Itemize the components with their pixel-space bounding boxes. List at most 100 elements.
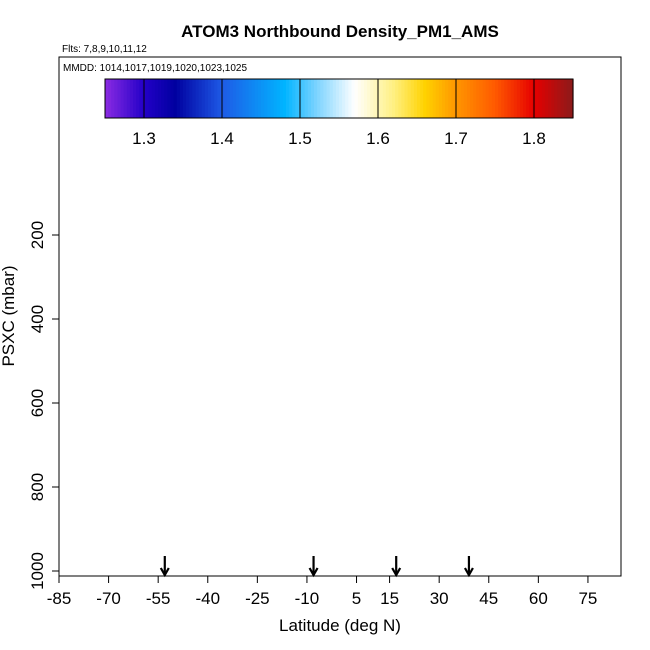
sample-point (469, 509, 474, 514)
sample-point (113, 534, 118, 539)
x-tick-label: -85 (47, 589, 72, 608)
sample-point (495, 478, 500, 483)
sample-point (230, 276, 235, 281)
colorbar-segment (529, 79, 534, 118)
sample-point (205, 293, 210, 298)
sample-point (371, 272, 376, 277)
colorbar-segment (398, 79, 402, 118)
sample-point (101, 351, 106, 356)
sample-point (207, 422, 212, 427)
sample-point (400, 239, 405, 244)
colorbar-segment (485, 79, 490, 118)
colorbar-frame (104, 78, 574, 119)
sample-point (228, 537, 233, 542)
sample-point (424, 250, 429, 255)
x-tick-label: 60 (529, 589, 548, 608)
colorbar-tick-label: 1.7 (444, 129, 468, 148)
sample-point (497, 509, 502, 514)
sample-point (549, 441, 554, 446)
sample-point (300, 304, 305, 309)
sample-point (293, 342, 298, 347)
colorbar-segment (217, 79, 222, 118)
sample-point (472, 277, 477, 282)
colorbar-segment (348, 79, 353, 118)
sample-point (373, 507, 378, 512)
sample-point (573, 449, 578, 454)
sample-point (387, 500, 392, 505)
sample-point (341, 478, 346, 483)
sample-point (300, 289, 305, 294)
sample-point (269, 399, 274, 404)
sample-point (402, 389, 407, 394)
sample-point (144, 286, 149, 291)
sample-point (104, 457, 109, 462)
colorbar-segment (360, 79, 365, 118)
arrow-marker (391, 556, 402, 578)
sample-point (229, 550, 234, 555)
sample-point (598, 276, 603, 281)
colorbar-segment (167, 79, 172, 118)
colorbar-segment (242, 79, 246, 118)
colorbar-segment (151, 79, 156, 118)
y-axis: 200 400 600 800 1000 (28, 221, 60, 590)
colorbar-segment (491, 79, 496, 118)
sample-point (414, 403, 419, 408)
sample-point (289, 246, 294, 251)
sample-point (578, 537, 583, 542)
sample-point (258, 479, 263, 484)
sample-point (188, 435, 193, 440)
sample-point (116, 476, 121, 481)
sample-point (490, 406, 495, 411)
colorbar-segment (179, 79, 184, 118)
sample-point (414, 260, 419, 265)
x-tick-label: -70 (96, 589, 121, 608)
sample-point (295, 239, 300, 244)
sample-point (354, 424, 359, 429)
sample-point (331, 410, 336, 415)
colorbar-segment (323, 79, 328, 118)
colorbar-segment (345, 79, 349, 118)
sample-point (358, 309, 363, 314)
sample-point (476, 488, 481, 493)
sample-point (390, 248, 395, 253)
colorbar-segment (257, 79, 262, 118)
sample-point (529, 530, 534, 535)
sample-point (398, 436, 403, 441)
sample-point (106, 527, 111, 532)
sample-point (399, 328, 404, 333)
colorbar-segment (120, 79, 125, 118)
sample-point (209, 279, 214, 284)
sample-point (213, 459, 218, 464)
colorbar-segment (401, 79, 406, 118)
sample-point (108, 243, 113, 248)
sample-point (470, 459, 475, 464)
colorbar-segment (273, 79, 278, 118)
sample-point (246, 224, 251, 229)
sample-point (484, 285, 489, 290)
sample-point (202, 378, 207, 383)
sample-point (271, 373, 276, 378)
x-axis-label: Latitude (deg N) (279, 616, 401, 635)
sample-point (248, 483, 253, 488)
sample-point (162, 291, 167, 296)
colorbar-segment (407, 79, 412, 118)
colorbar-segment (105, 79, 109, 118)
sample-point (315, 487, 320, 492)
sample-point (345, 409, 350, 414)
sample-point (580, 387, 585, 392)
sample-point (338, 537, 343, 542)
sample-point (274, 247, 279, 252)
colorbar-segment (488, 79, 493, 118)
colorbar-segment (195, 79, 200, 118)
sample-point (341, 559, 346, 564)
sample-point (146, 509, 151, 514)
sample-point (255, 351, 260, 356)
sample-point (402, 435, 407, 440)
sample-point (202, 490, 207, 495)
sample-point (104, 306, 109, 311)
sample-point (536, 293, 541, 298)
sample-point (439, 265, 444, 270)
sample-point (293, 547, 298, 552)
colorbar-segment (248, 79, 253, 118)
sample-point (505, 468, 510, 473)
